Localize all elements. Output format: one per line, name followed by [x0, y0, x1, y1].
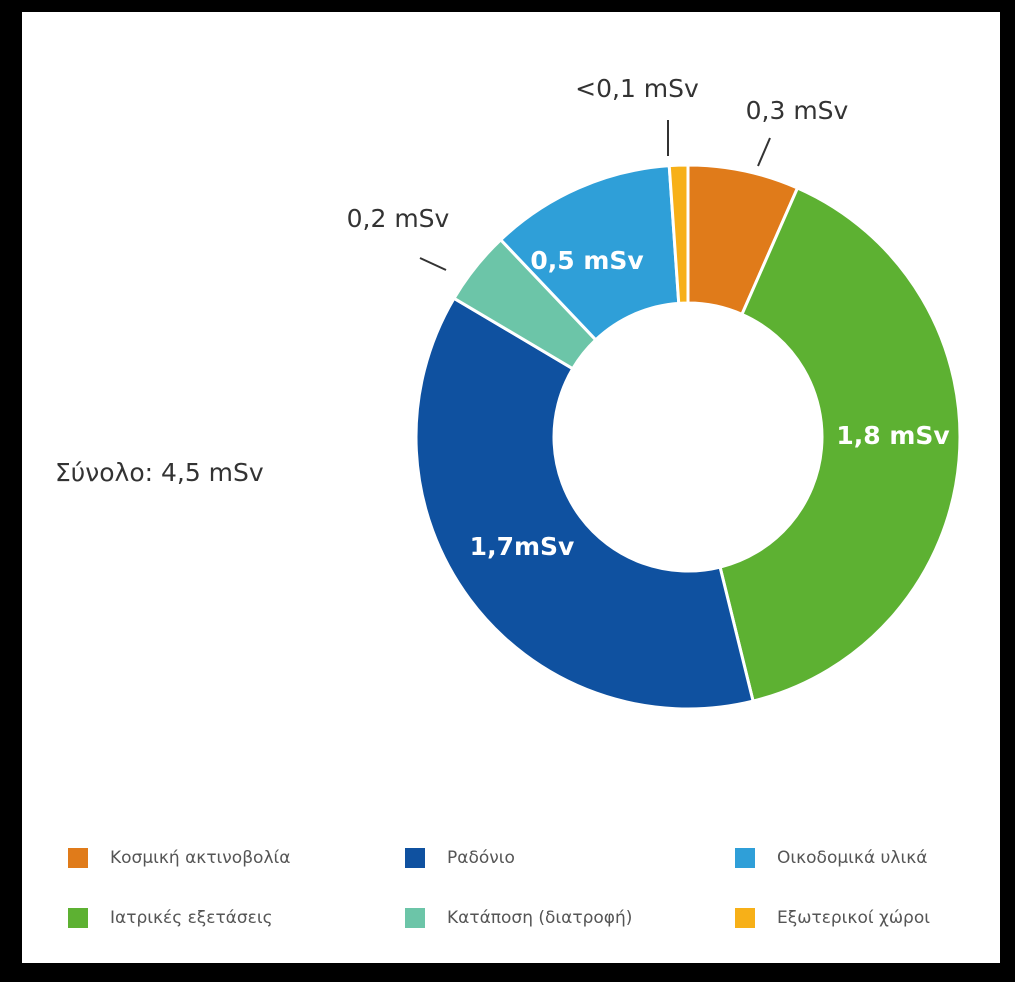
data-label: 1,7mSv	[470, 532, 575, 561]
data-label: 0,3 mSv	[746, 96, 849, 125]
legend-label: Κοσμική ακτινοβολία	[110, 848, 290, 868]
data-label: <0,1 mSv	[575, 74, 699, 103]
legend-label: Οικοδομικά υλικά	[777, 848, 927, 868]
data-label: 1,8 mSv	[836, 421, 949, 450]
donut-slice	[718, 186, 962, 703]
donut-slice	[414, 296, 755, 711]
legend-swatch	[405, 848, 425, 868]
total-annotation: Σύνολο: 4,5 mSv	[55, 458, 264, 487]
data-label: 0,2 mSv	[347, 204, 450, 233]
donut-slice	[667, 163, 690, 305]
legend-swatch	[735, 848, 755, 868]
legend-swatch	[405, 908, 425, 928]
leader-line	[757, 137, 771, 167]
legend-swatch	[735, 908, 755, 928]
leader-line	[419, 257, 447, 271]
legend-swatch	[68, 848, 88, 868]
data-label: 0,5 mSv	[530, 246, 643, 275]
legend-label: Εξωτερικοί χώροι	[777, 908, 930, 928]
legend-swatch	[68, 908, 88, 928]
legend-label: Κατάποση (διατροφή)	[447, 908, 632, 928]
legend-label: Ραδόνιο	[447, 848, 515, 868]
legend-label: Ιατρικές εξετάσεις	[110, 908, 273, 928]
